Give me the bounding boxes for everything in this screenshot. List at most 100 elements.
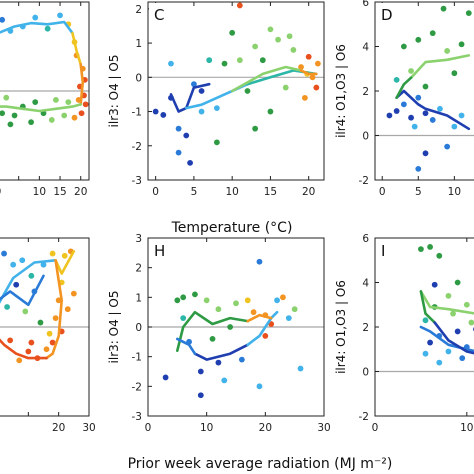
data-point [16, 357, 23, 364]
data-point [400, 101, 407, 108]
trend-line [0, 103, 82, 113]
panel-partial-bottom-left: 20 30 [0, 237, 96, 434]
data-point [198, 88, 205, 94]
x-tick-label: 10 [200, 422, 213, 434]
data-point [463, 301, 470, 308]
data-point [280, 294, 286, 301]
y-tick-label: 2 [362, 322, 369, 334]
data-point [422, 350, 429, 357]
data-point [198, 108, 205, 115]
x-axis-label-temperature: Temperature (°C) [171, 220, 293, 236]
data-point [61, 252, 68, 259]
x-tick-label: 15 [264, 186, 277, 198]
y-tick-label: 0 [362, 367, 369, 379]
plot-area [375, 244, 474, 373]
y-tick-label: 0 [135, 322, 142, 334]
data-point [259, 57, 266, 64]
data-point [411, 123, 418, 130]
x-tick-label: 20 [259, 422, 272, 434]
data-point [40, 261, 47, 268]
x-tick-label: 5 [191, 186, 198, 198]
y-tick-label: -2 [132, 381, 142, 393]
y-tick-label: 4 [362, 42, 369, 54]
x-tick-label: 10 [225, 186, 238, 198]
data-point [191, 81, 197, 88]
x-axis-label-radiation: Prior week average radiation (MJ m⁻²) [128, 456, 393, 472]
data-point [468, 319, 474, 326]
x-tick-label: 20 [52, 422, 65, 434]
data-point [32, 14, 39, 21]
x-tick-label: 0 [372, 422, 379, 434]
x-tick-label: 30 [82, 422, 95, 434]
data-point [11, 112, 18, 119]
data-point [458, 112, 465, 119]
y-tick-label: 6 [362, 233, 369, 245]
data-point [459, 355, 466, 362]
panel-partial-top-left: 0 10 15 20 [0, 1, 90, 198]
data-point [168, 60, 174, 67]
data-point [213, 105, 220, 112]
data-point [408, 68, 414, 74]
data-point [429, 30, 436, 37]
trend-line [433, 321, 474, 355]
x-tick-label: 10 [33, 186, 46, 198]
data-point [422, 110, 429, 117]
trend-line [79, 63, 85, 106]
panel-label: H [154, 242, 165, 260]
y-tick-label: -2 [359, 411, 369, 423]
trend-line [246, 310, 279, 347]
y-tick-label: 1 [135, 292, 142, 304]
data-point [53, 97, 59, 103]
data-point [52, 315, 59, 321]
y-tick-label: -3 [132, 411, 142, 423]
x-tick-label: 0 [0, 186, 1, 198]
y-tick-label: 4 [362, 278, 369, 290]
y-tick-label: -2 [359, 175, 369, 187]
data-point [286, 33, 293, 40]
data-point [187, 159, 193, 166]
data-point [4, 304, 10, 310]
data-point [57, 12, 63, 19]
trend-line [230, 65, 303, 93]
x-tick-label: 0 [145, 422, 152, 434]
y-tick-label: -2 [132, 141, 142, 153]
data-point [229, 29, 236, 36]
data-point [49, 250, 56, 257]
trend-line [0, 338, 48, 360]
data-point [238, 356, 245, 363]
panel-c: 0 5 10 15 20 -3 -2 -1 0 1 2 ilr3: O4 | O5 C [107, 1, 325, 198]
data-point [290, 47, 297, 53]
data-point [70, 290, 77, 297]
data-point [418, 246, 424, 253]
data-point [437, 105, 443, 112]
data-point [13, 281, 20, 288]
axes-frame [374, 237, 474, 417]
data-point [7, 121, 14, 128]
panel-label: D [381, 6, 393, 24]
data-point [233, 300, 239, 307]
panel-h: 0 10 20 30 -3 -2 -1 0 1 2 3 ilr3: O4 | O5 H [107, 233, 331, 434]
x-tick-label: 10 [448, 186, 461, 198]
data-point [215, 359, 222, 366]
data-point [55, 297, 62, 304]
y-tick-label: 0 [362, 131, 369, 143]
data-point [236, 57, 243, 64]
data-point [46, 330, 53, 337]
data-point [267, 26, 274, 33]
data-point [49, 339, 56, 346]
data-point [180, 294, 187, 301]
data-point [3, 94, 10, 101]
data-point [25, 348, 32, 355]
data-point [445, 348, 452, 355]
y-axis-label: ilr3: O4 | O5 [107, 55, 121, 128]
data-point [454, 279, 461, 286]
panel-label: C [154, 6, 164, 24]
plot-area [148, 258, 324, 399]
data-point [71, 114, 78, 121]
y-tick-label: -3 [132, 175, 142, 187]
trend-line [395, 89, 471, 131]
trend-line [45, 259, 63, 360]
data-point [274, 297, 280, 304]
